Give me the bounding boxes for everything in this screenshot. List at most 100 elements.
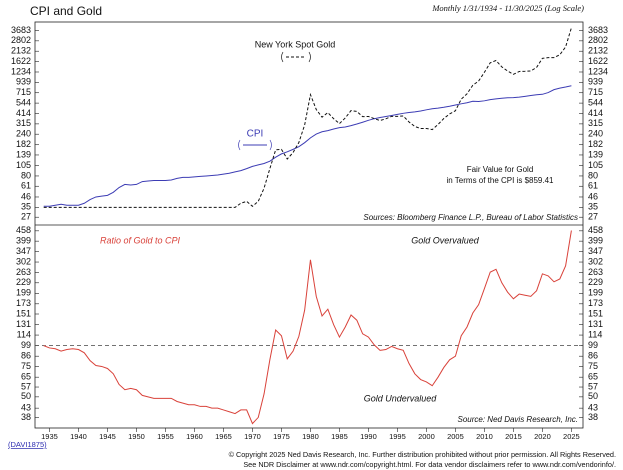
y-tick-label: 715	[588, 87, 603, 97]
y-tick-label: 240	[588, 129, 603, 139]
annotation: in Terms of the CPI is $859.41	[446, 176, 554, 185]
y-tick-label: 61	[21, 181, 31, 191]
x-tick-label: 1975	[273, 432, 290, 441]
y-tick-label: 27	[21, 212, 31, 222]
x-tick-label: 1960	[186, 432, 203, 441]
x-tick-label: 2020	[534, 432, 551, 441]
y-tick-label: 199	[16, 288, 31, 298]
y-tick-label: 139	[588, 149, 603, 159]
y-tick-label: 99	[588, 340, 598, 350]
y-tick-label: 131	[16, 319, 31, 329]
y-tick-label: 240	[16, 129, 31, 139]
y-tick-label: 2802	[11, 35, 31, 45]
y-tick-label: 3683	[588, 25, 608, 35]
x-tick-label: 2000	[418, 432, 435, 441]
y-tick-label: 46	[588, 191, 598, 201]
y-tick-label: 131	[588, 319, 603, 329]
x-tick-label: 2010	[476, 432, 493, 441]
copyright: © Copyright 2025 Ned Davis Research, Inc…	[229, 450, 616, 459]
source: Sources: Bloomberg Finance L.P., Bureau …	[363, 213, 578, 222]
y-tick-label: 151	[16, 308, 31, 318]
x-tick-label: 1935	[41, 432, 58, 441]
y-tick-label: 57	[588, 381, 598, 391]
y-tick-label: 199	[588, 288, 603, 298]
y-tick-label: 229	[16, 277, 31, 287]
x-tick-label: 1985	[331, 432, 348, 441]
y-tick-label: 544	[588, 97, 603, 107]
y-tick-label: 715	[16, 87, 31, 97]
y-tick-label: 3683	[11, 25, 31, 35]
y-tick-label: 399	[588, 236, 603, 246]
x-tick-label: 1955	[157, 432, 174, 441]
y-tick-label: 939	[588, 77, 603, 87]
legend-bracket	[238, 139, 272, 151]
y-tick-label: 114	[588, 329, 602, 339]
y-tick-label: 114	[17, 329, 31, 339]
y-tick-label: 46	[21, 191, 31, 201]
annotation: Fair Value for Gold	[467, 165, 534, 174]
legend-label: CPI	[247, 129, 264, 140]
x-tick-label: 1950	[128, 432, 145, 441]
y-tick-label: 105	[16, 160, 31, 170]
y-tick-label: 61	[588, 181, 598, 191]
y-tick-label: 86	[588, 351, 598, 361]
y-tick-label: 38	[21, 412, 31, 422]
y-tick-label: 38	[588, 412, 598, 422]
y-tick-label: 50	[21, 391, 31, 401]
chart-title: CPI and Gold	[30, 4, 102, 18]
y-tick-label: 302	[588, 256, 603, 266]
y-tick-label: 458	[588, 225, 603, 235]
x-tick-label: 1945	[99, 432, 116, 441]
x-tick-label: 1990	[360, 432, 377, 441]
x-tick-label: 2005	[447, 432, 464, 441]
x-tick-label: 1980	[302, 432, 319, 441]
y-tick-label: 414	[16, 108, 31, 118]
y-tick-label: 75	[21, 361, 31, 371]
y-tick-label: 1234	[11, 66, 31, 76]
y-tick-label: 27	[588, 212, 598, 222]
x-tick-label: 2025	[563, 432, 580, 441]
y-tick-label: 263	[588, 267, 603, 277]
y-tick-label: 151	[588, 308, 603, 318]
y-tick-label: 2132	[11, 46, 31, 56]
y-tick-label: 1234	[588, 66, 608, 76]
y-tick-label: 35	[588, 202, 598, 212]
series-line	[43, 85, 572, 207]
y-tick-label: 347	[588, 246, 603, 256]
y-tick-label: 139	[16, 149, 31, 159]
y-tick-label: 80	[588, 170, 598, 180]
y-tick-label: 57	[21, 381, 31, 391]
y-tick-label: 173	[16, 298, 31, 308]
y-tick-label: 99	[21, 340, 31, 350]
y-tick-label: 173	[588, 298, 603, 308]
disclaimer: See NDR Disclaimer at www.ndr.com/copyri…	[243, 460, 616, 469]
y-tick-label: 1622	[588, 56, 608, 66]
x-tick-label: 1970	[244, 432, 261, 441]
chart-code: (DAVI1875)	[8, 440, 47, 449]
x-tick-label: 1995	[389, 432, 406, 441]
series-line	[43, 230, 572, 425]
source: Source: Ned Davis Research, Inc.	[458, 415, 579, 424]
series-label: Ratio of Gold to CPI	[100, 235, 181, 245]
y-tick-label: 2132	[588, 46, 608, 56]
y-tick-label: 35	[21, 202, 31, 212]
y-tick-label: 1622	[11, 56, 31, 66]
y-tick-label: 50	[588, 391, 598, 401]
chart-subtitle: Monthly 1/31/1934 - 11/30/2025 (Log Scal…	[431, 3, 584, 13]
y-tick-label: 347	[16, 246, 31, 256]
y-tick-label: 80	[21, 170, 31, 180]
y-tick-label: 315	[588, 118, 603, 128]
y-tick-label: 43	[588, 403, 598, 413]
y-tick-label: 544	[16, 97, 31, 107]
y-tick-label: 315	[16, 118, 31, 128]
y-tick-label: 65	[21, 372, 31, 382]
annotation: Gold Undervalued	[364, 393, 438, 403]
y-tick-label: 182	[588, 139, 603, 149]
y-tick-label: 458	[16, 225, 31, 235]
y-tick-label: 105	[588, 160, 603, 170]
x-tick-label: 1965	[215, 432, 232, 441]
legend-bracket	[281, 51, 311, 63]
y-tick-label: 302	[16, 256, 31, 266]
y-tick-label: 399	[16, 236, 31, 246]
